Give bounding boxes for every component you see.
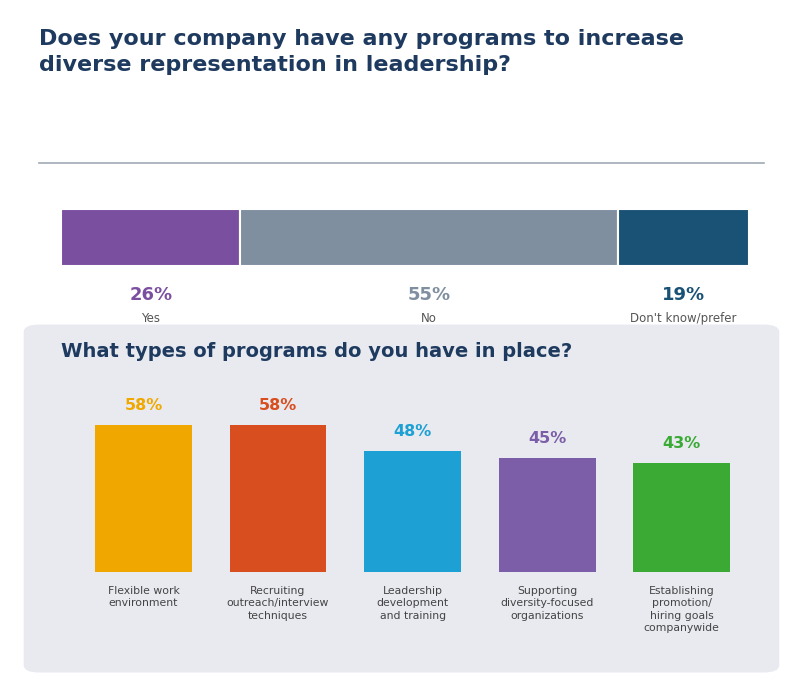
FancyBboxPatch shape <box>364 451 461 572</box>
Text: Establishing
promotion/
hiring goals
companywide: Establishing promotion/ hiring goals com… <box>644 586 719 633</box>
Text: 19%: 19% <box>662 286 705 304</box>
FancyBboxPatch shape <box>498 458 595 572</box>
Text: Flexible work
environment: Flexible work environment <box>107 586 180 608</box>
FancyBboxPatch shape <box>230 426 327 572</box>
FancyBboxPatch shape <box>240 209 619 267</box>
Text: Yes: Yes <box>142 312 161 325</box>
FancyBboxPatch shape <box>619 209 749 267</box>
FancyBboxPatch shape <box>61 209 240 267</box>
Text: What types of programs do you have in place?: What types of programs do you have in pl… <box>61 342 572 361</box>
Text: Recruiting
outreach/interview
techniques: Recruiting outreach/interview techniques <box>227 586 329 621</box>
Text: 26%: 26% <box>130 286 173 304</box>
FancyBboxPatch shape <box>95 426 192 572</box>
Text: 43%: 43% <box>662 436 701 451</box>
Text: Don't know/prefer
not to say: Don't know/prefer not to say <box>630 312 737 341</box>
Text: 58%: 58% <box>124 398 162 413</box>
FancyBboxPatch shape <box>634 463 730 572</box>
Text: 58%: 58% <box>259 398 297 413</box>
Text: 45%: 45% <box>528 431 566 446</box>
Text: Supporting
diversity-focused
organizations: Supporting diversity-focused organizatio… <box>500 586 594 621</box>
Text: No: No <box>421 312 437 325</box>
Text: Leadership
development
and training: Leadership development and training <box>377 586 448 621</box>
Text: 55%: 55% <box>408 286 451 304</box>
Text: 48%: 48% <box>394 424 432 439</box>
FancyBboxPatch shape <box>25 325 778 672</box>
Text: Does your company have any programs to increase
diverse representation in leader: Does your company have any programs to i… <box>39 29 684 74</box>
